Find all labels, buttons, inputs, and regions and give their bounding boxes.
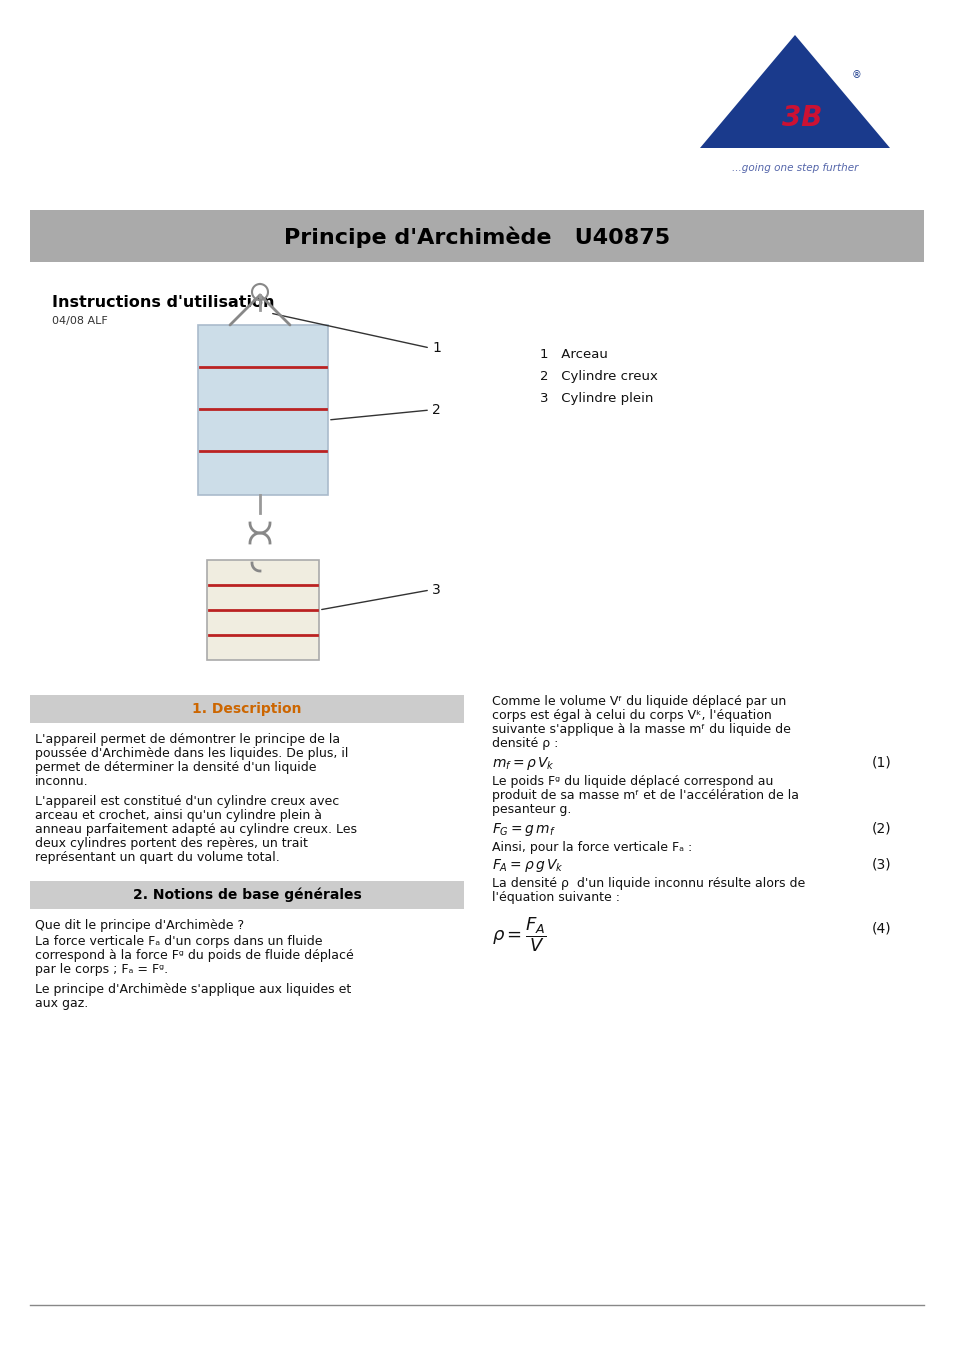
Text: suivante s'applique à la masse mᶠ du liquide de: suivante s'applique à la masse mᶠ du liq… [492,723,790,736]
Text: permet de déterminer la densité d'un liquide: permet de déterminer la densité d'un liq… [35,761,316,774]
Text: $F_A = \rho\, g\, V_k$: $F_A = \rho\, g\, V_k$ [492,857,563,874]
Text: arceau et crochet, ainsi qu'un cylindre plein à: arceau et crochet, ainsi qu'un cylindre … [35,809,322,821]
Text: par le corps ; Fₐ = Fᵍ.: par le corps ; Fₐ = Fᵍ. [35,963,168,975]
Text: aux gaz.: aux gaz. [35,997,89,1011]
Text: 2   Cylindre creux: 2 Cylindre creux [539,370,658,382]
Text: $\rho = \dfrac{F_A}{V}$: $\rho = \dfrac{F_A}{V}$ [492,915,546,954]
Text: inconnu.: inconnu. [35,775,89,788]
Text: densité ρ :: densité ρ : [492,738,558,750]
Text: 04/08 ALF: 04/08 ALF [52,316,108,326]
Text: 1: 1 [432,340,440,355]
Text: Ainsi, pour la force verticale Fₐ :: Ainsi, pour la force verticale Fₐ : [492,842,692,854]
Text: Instructions d'utilisation: Instructions d'utilisation [52,295,274,309]
Text: (1): (1) [871,755,891,769]
Text: Que dit le principe d'Archimède ?: Que dit le principe d'Archimède ? [35,919,244,932]
Text: Le poids Fᵍ du liquide déplacé correspond au: Le poids Fᵍ du liquide déplacé correspon… [492,775,773,788]
Text: 3B: 3B [781,104,821,132]
Text: Comme le volume Vᶠ du liquide déplacé par un: Comme le volume Vᶠ du liquide déplacé pa… [492,694,785,708]
FancyBboxPatch shape [30,209,923,262]
Text: deux cylindres portent des repères, un trait: deux cylindres portent des repères, un t… [35,838,308,850]
Text: L'appareil permet de démontrer le principe de la: L'appareil permet de démontrer le princi… [35,734,340,746]
Text: Le principe d'Archimède s'applique aux liquides et: Le principe d'Archimède s'applique aux l… [35,984,351,996]
Text: corps est égal à celui du corps Vᵏ, l'équation: corps est égal à celui du corps Vᵏ, l'éq… [492,709,771,721]
Text: 1   Arceau: 1 Arceau [539,349,607,361]
Text: anneau parfaitement adapté au cylindre creux. Les: anneau parfaitement adapté au cylindre c… [35,823,356,836]
Text: (4): (4) [871,921,891,935]
Text: 2. Notions de base générales: 2. Notions de base générales [132,888,361,902]
Text: ...going one step further: ...going one step further [731,163,858,173]
Text: $F_G = g\, m_f$: $F_G = g\, m_f$ [492,821,556,838]
Text: représentant un quart du volume total.: représentant un quart du volume total. [35,851,279,865]
FancyBboxPatch shape [30,881,463,909]
Text: (3): (3) [871,857,891,871]
Text: produit de sa masse mᶠ et de l'accélération de la: produit de sa masse mᶠ et de l'accélérat… [492,789,799,802]
FancyBboxPatch shape [30,694,463,723]
Text: pesanteur g.: pesanteur g. [492,802,571,816]
Text: 3: 3 [432,584,440,597]
Text: L'appareil est constitué d'un cylindre creux avec: L'appareil est constitué d'un cylindre c… [35,794,339,808]
Text: (2): (2) [871,821,891,835]
Text: Principe d'Archimède   U40875: Principe d'Archimède U40875 [284,226,669,247]
Text: correspond à la force Fᵍ du poids de fluide déplacé: correspond à la force Fᵍ du poids de flu… [35,948,354,962]
Text: La densité ρ  d'un liquide inconnu résulte alors de: La densité ρ d'un liquide inconnu résult… [492,877,804,890]
Text: 2: 2 [432,403,440,417]
Polygon shape [700,35,889,149]
Text: poussée d'Archimède dans les liquides. De plus, il: poussée d'Archimède dans les liquides. D… [35,747,348,761]
FancyBboxPatch shape [207,561,318,661]
Text: La force verticale Fₐ d'un corps dans un fluide: La force verticale Fₐ d'un corps dans un… [35,935,322,948]
Text: 1. Description: 1. Description [193,703,301,716]
Text: 3   Cylindre plein: 3 Cylindre plein [539,392,653,405]
Text: ®: ® [851,70,861,80]
FancyBboxPatch shape [198,326,328,494]
Text: l'équation suivante :: l'équation suivante : [492,892,619,904]
Text: $m_f = \rho\, V_k$: $m_f = \rho\, V_k$ [492,755,555,771]
